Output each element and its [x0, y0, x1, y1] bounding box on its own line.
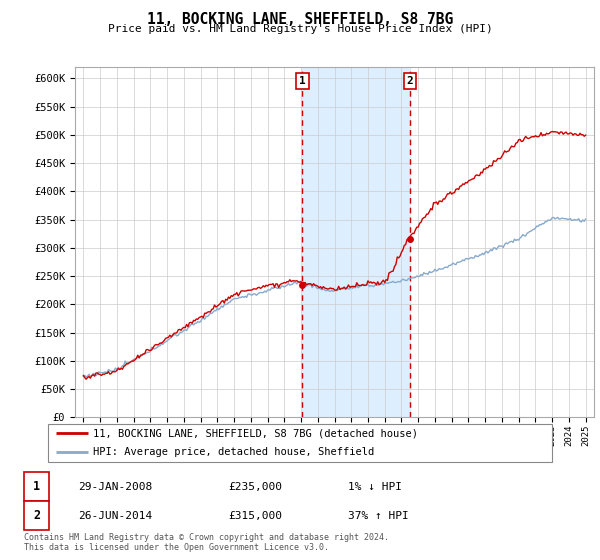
- Text: 11, BOCKING LANE, SHEFFIELD, S8 7BG (detached house): 11, BOCKING LANE, SHEFFIELD, S8 7BG (det…: [94, 428, 418, 438]
- Text: 29-JAN-2008: 29-JAN-2008: [78, 482, 152, 492]
- Text: 11, BOCKING LANE, SHEFFIELD, S8 7BG: 11, BOCKING LANE, SHEFFIELD, S8 7BG: [147, 12, 453, 27]
- Text: HPI: Average price, detached house, Sheffield: HPI: Average price, detached house, Shef…: [94, 447, 374, 458]
- Text: 37% ↑ HPI: 37% ↑ HPI: [348, 511, 409, 521]
- Text: 1: 1: [299, 76, 306, 86]
- Text: £235,000: £235,000: [228, 482, 282, 492]
- FancyBboxPatch shape: [48, 424, 552, 462]
- Text: 2: 2: [33, 509, 40, 522]
- Text: £315,000: £315,000: [228, 511, 282, 521]
- FancyBboxPatch shape: [24, 472, 49, 501]
- Text: 2: 2: [406, 76, 413, 86]
- Bar: [302, 67, 410, 417]
- Text: 1% ↓ HPI: 1% ↓ HPI: [348, 482, 402, 492]
- Text: 1: 1: [33, 480, 40, 493]
- Text: 26-JUN-2014: 26-JUN-2014: [78, 511, 152, 521]
- FancyBboxPatch shape: [24, 501, 49, 530]
- Text: Price paid vs. HM Land Registry's House Price Index (HPI): Price paid vs. HM Land Registry's House …: [107, 24, 493, 34]
- Text: Contains HM Land Registry data © Crown copyright and database right 2024.
This d: Contains HM Land Registry data © Crown c…: [24, 533, 389, 552]
